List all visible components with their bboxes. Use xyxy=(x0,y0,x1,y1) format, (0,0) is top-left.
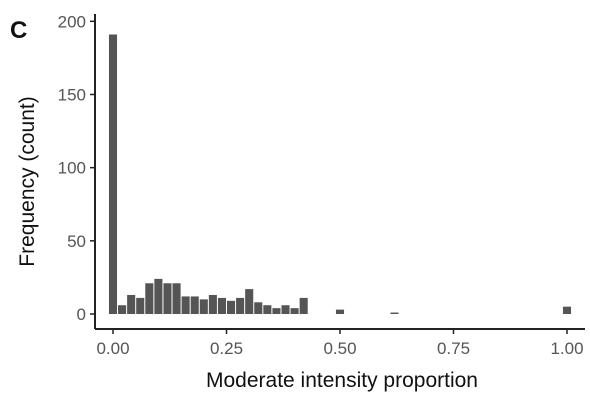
histogram-bar xyxy=(335,309,345,314)
histogram-bar xyxy=(245,289,254,314)
histogram-bar xyxy=(208,294,217,314)
histogram-bar xyxy=(145,283,154,314)
y-tick-label: 50 xyxy=(67,232,86,251)
panel-letter: C xyxy=(10,17,27,44)
histogram-bar xyxy=(217,297,226,314)
histogram-bar xyxy=(136,297,145,314)
histogram-bar xyxy=(254,302,263,314)
x-tick-label: 0.50 xyxy=(323,339,356,358)
histogram-bar xyxy=(199,299,208,314)
histogram-bar xyxy=(236,297,245,314)
x-axis-title: Moderate intensity proportion xyxy=(206,369,478,392)
histogram-bar xyxy=(190,296,199,314)
histogram-bar xyxy=(118,305,127,314)
x-ticks-group: 0.00 0.25 0.50 0.75 1.00 xyxy=(96,329,584,358)
histogram-bar xyxy=(272,308,281,314)
histogram-bar xyxy=(290,308,299,314)
histogram-bar xyxy=(127,294,136,314)
x-tick-label: 0.00 xyxy=(96,339,129,358)
histogram-bar xyxy=(263,305,272,314)
histogram-bar xyxy=(163,283,172,314)
histogram-bar xyxy=(562,306,572,314)
bars-group xyxy=(108,34,572,315)
x-tick-label: 0.25 xyxy=(210,339,243,358)
histogram-bar xyxy=(154,278,163,314)
y-axis-title: Frequency (count) xyxy=(16,96,39,266)
histogram-bar xyxy=(108,34,118,315)
x-tick-label: 0.75 xyxy=(437,339,470,358)
y-tick-label: 200 xyxy=(58,12,86,31)
histogram-bar xyxy=(181,296,190,314)
y-tick-label: 0 xyxy=(77,305,86,324)
y-ticks-group: 0 50 100 150 200 xyxy=(58,12,95,324)
histogram-bar xyxy=(281,305,290,314)
histogram-bar xyxy=(172,283,181,314)
y-tick-label: 150 xyxy=(58,85,86,104)
histogram-bar xyxy=(227,300,236,314)
x-tick-label: 1.00 xyxy=(550,339,583,358)
histogram-bar xyxy=(299,297,308,314)
histogram-bar xyxy=(390,312,399,314)
y-tick-label: 100 xyxy=(58,159,86,178)
